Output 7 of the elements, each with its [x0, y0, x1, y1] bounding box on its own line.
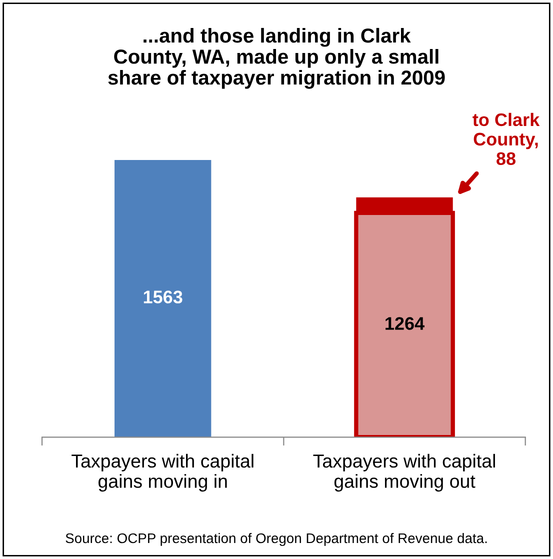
chart-title: ...and those landing in Clark County, WA, made up only a small share of taxpayer migration in 2009 — [108, 28, 445, 89]
x-tick-label: Taxpayers with capital gains moving in — [72, 454, 254, 492]
source-note: Source: OCPP presentation of Oregon Department of Revenue data. — [66, 532, 487, 546]
data-label: 1563 — [144, 290, 182, 304]
x-tick-label: Taxpayers with capital gains moving out — [313, 454, 495, 492]
annotation: to Clark County, 88 — [472, 112, 540, 166]
data-label: 1264 — [386, 317, 425, 330]
